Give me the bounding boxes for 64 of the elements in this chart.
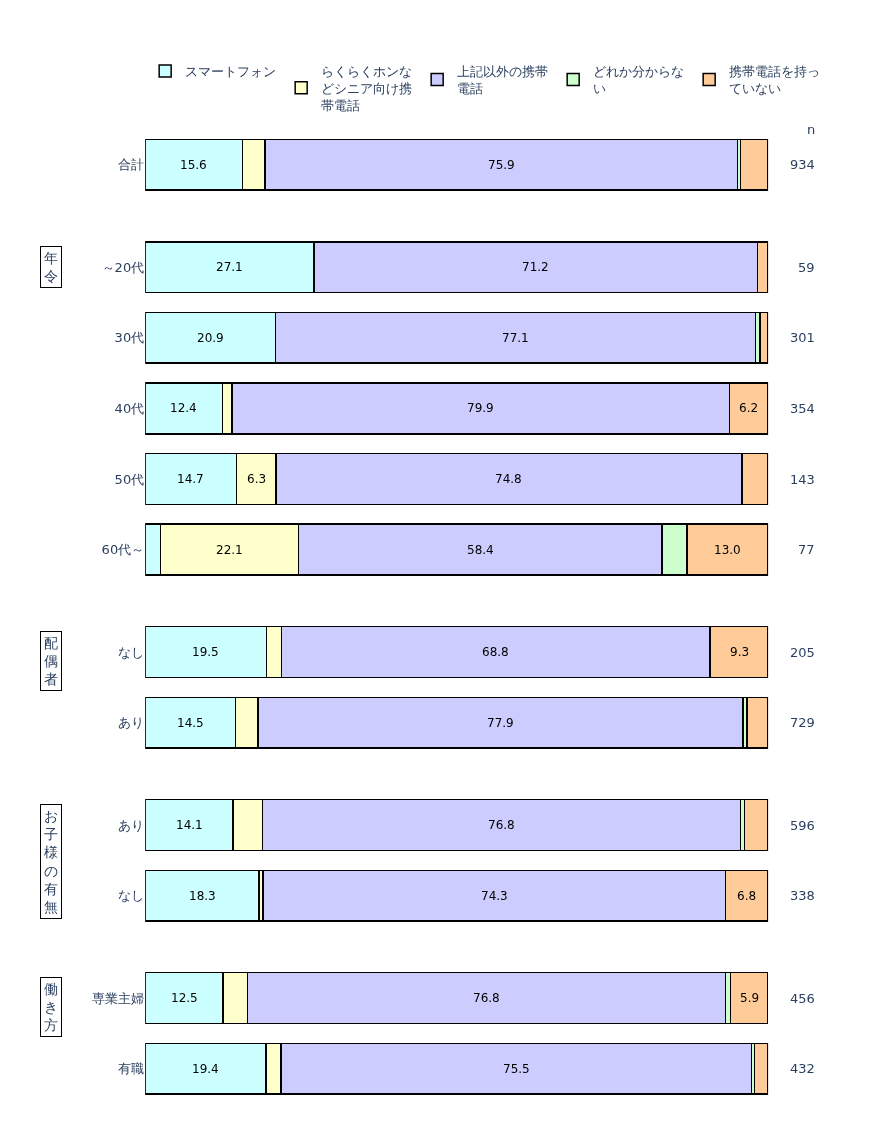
data-label: 19.5 [192,645,219,659]
data-label: 77.1 [502,331,529,345]
data-label: 18.3 [189,889,216,903]
legend-label: 携帯電話を持っていない [729,64,821,96]
data-label: 14.1 [176,818,203,832]
y-tick-label: ～20代 [101,259,145,275]
text: 年令 [44,250,58,285]
data-label: 6.8 [737,889,757,903]
data-label: 12.5 [171,991,198,1005]
text: 354 [790,401,815,416]
data-label: 75.5 [503,1062,530,1076]
data-label: 5.9 [740,991,760,1005]
data-label: 71.2 [522,260,549,274]
text: 934 [790,157,815,172]
y-tick-label: なし [118,888,145,904]
text: 143 [790,472,815,487]
legend-label: 上記以外の携帯電話 [457,64,549,96]
text: 338 [790,888,815,903]
data-label: 9.3 [730,645,750,659]
text: 456 [790,991,815,1006]
data-label: 14.5 [177,716,204,730]
data-label: 20.9 [197,331,224,345]
text: n [807,122,816,137]
y-tick-label: 専業主婦 [92,990,145,1006]
data-label: 77.9 [487,716,514,730]
data-label: 58.4 [467,543,494,557]
y-tick-label: 30代 [114,330,145,346]
y-tick-label: 合計 [118,157,145,173]
data-label: 15.6 [180,158,207,172]
legend-label: どれか分からない [593,64,685,96]
text: 729 [790,715,815,730]
text: 205 [790,645,815,660]
text: 301 [790,330,815,345]
text: 働き方 [44,981,58,1034]
text: 77 [798,542,815,557]
text: 432 [790,1061,815,1076]
data-label: 76.8 [473,991,500,1005]
data-label: 12.4 [170,401,197,415]
y-tick-label: あり [118,715,145,731]
data-label: 74.8 [495,472,522,486]
y-tick-label: なし [118,644,145,660]
y-tick-label: 40代 [114,400,145,416]
y-tick-label: あり [118,817,145,833]
legend-label: らくらくホンなどシニア向け携帯電話 [321,64,413,113]
y-tick-label: 50代 [114,471,145,487]
text: お子様の有無 [44,808,58,915]
data-label: 14.7 [177,472,204,486]
data-label: 74.3 [481,889,508,903]
data-label: 6.3 [247,472,267,486]
data-label: 75.9 [488,158,515,172]
data-label: 6.2 [739,401,759,415]
legend-label: スマートフォン [185,64,277,80]
y-tick-label: 有職 [118,1061,145,1077]
data-label: 79.9 [467,401,494,415]
data-label: 13.0 [714,543,741,557]
data-label: 76.8 [488,818,515,832]
text: 596 [790,818,815,833]
data-label: 19.4 [192,1062,219,1076]
data-label: 22.1 [216,543,243,557]
text: 配偶者 [44,635,58,688]
data-label: 27.1 [216,260,243,274]
data-label: 68.8 [482,645,509,659]
text: 59 [798,260,815,275]
y-tick-label: 60代～ [101,542,145,558]
